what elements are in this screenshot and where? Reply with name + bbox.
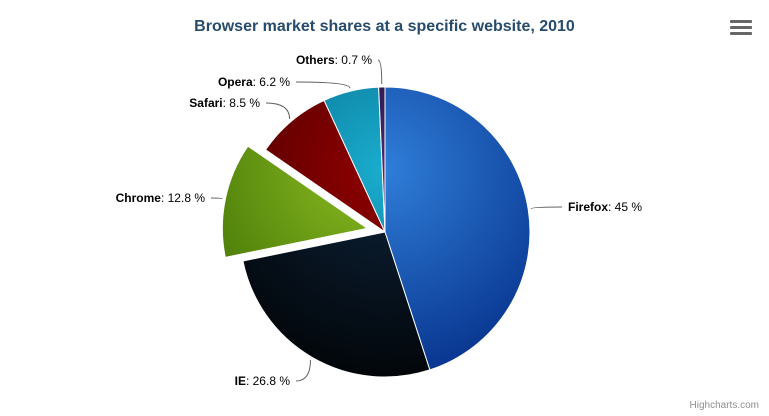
hamburger-icon xyxy=(730,18,754,35)
data-label-chrome: Chrome: 12.8 % xyxy=(116,191,206,205)
data-label-connector-opera xyxy=(295,81,351,89)
export-menu-button[interactable] xyxy=(730,18,754,36)
chart-title: Browser market shares at a specific webs… xyxy=(194,18,575,35)
data-label-connector-firefox xyxy=(530,206,563,210)
data-label-connector-safari xyxy=(265,102,291,119)
pie-slice-ie[interactable] xyxy=(242,231,431,378)
pie-slice-firefox[interactable] xyxy=(384,86,531,371)
data-label-others: Others: 0.7 % xyxy=(296,53,372,67)
data-label-connector-ie xyxy=(295,359,311,382)
data-label-connector-chrome xyxy=(210,197,223,200)
data-label-firefox: Firefox: 45 % xyxy=(568,200,642,214)
credits-link[interactable]: Highcharts.com xyxy=(689,400,759,411)
data-label-connector-others xyxy=(377,59,383,85)
data-label-opera: Opera: 6.2 % xyxy=(218,75,290,89)
data-label-safari: Safari: 8.5 % xyxy=(189,96,260,110)
pie-slice-chrome[interactable] xyxy=(221,145,368,258)
data-label-ie: IE: 26.8 % xyxy=(235,374,291,388)
pie-slice-others[interactable] xyxy=(378,86,386,233)
